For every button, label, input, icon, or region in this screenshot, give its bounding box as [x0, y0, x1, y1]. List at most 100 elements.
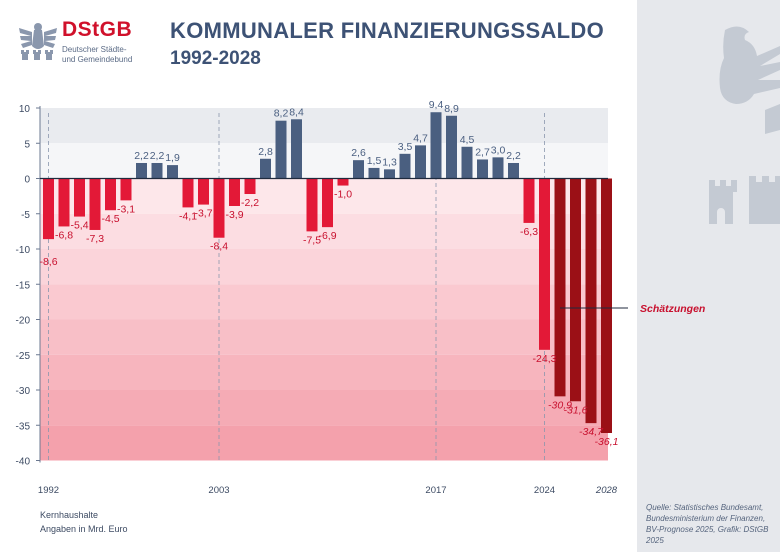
y-tick-label: -35: [16, 421, 31, 432]
value-label: -34,7: [579, 426, 604, 438]
value-label: -6,3: [520, 226, 538, 238]
bar: [461, 146, 473, 179]
value-label: -7,3: [86, 233, 104, 245]
x-tick-label: 2028: [595, 485, 618, 496]
band-negative: [40, 284, 608, 320]
bar: [89, 178, 101, 230]
y-tick-label: -20: [16, 316, 31, 327]
value-label: -4,1: [179, 210, 197, 222]
bar: [353, 160, 364, 179]
y-tick-label: -15: [16, 280, 31, 291]
value-label: -31,6: [564, 404, 588, 416]
value-label: -8,6: [39, 256, 57, 268]
value-label: 2,8: [258, 146, 273, 158]
value-label: -4,5: [101, 213, 119, 225]
source-line: Quelle: Statistisches Bundesamt,: [646, 503, 764, 512]
bar: [430, 112, 442, 179]
bar: [554, 178, 566, 397]
value-label: 1,3: [382, 156, 397, 168]
band-negative: [40, 249, 608, 285]
chart-subtitle: 1992-2028: [170, 48, 261, 69]
value-label: -3,1: [117, 203, 135, 215]
value-label: -6,8: [55, 229, 73, 241]
value-label: 3,5: [398, 141, 413, 153]
band-negative: [40, 390, 608, 426]
bar: [508, 162, 519, 179]
band-negative: [40, 425, 608, 461]
bar: [601, 178, 612, 434]
bar: [182, 178, 194, 208]
y-tick-label: 0: [24, 175, 30, 186]
y-tick-label: -5: [21, 210, 30, 221]
bar: [306, 178, 318, 232]
band-negative: [40, 354, 608, 390]
source-line: BV-Prognose 2025, Grafik: DStGB 2025: [646, 525, 769, 545]
bar: [136, 162, 147, 179]
bar: [213, 178, 225, 238]
y-tick-label: -30: [16, 386, 31, 397]
value-label: -36,1: [595, 436, 619, 448]
value-label: 1,9: [165, 152, 180, 164]
bar: [120, 178, 132, 201]
bar: [58, 178, 70, 227]
value-label: -30,9: [548, 399, 572, 411]
value-label: 2,2: [134, 150, 149, 162]
value-label: 2,7: [475, 146, 490, 158]
value-label: -6,9: [318, 230, 336, 242]
y-tick-label: -10: [16, 245, 31, 256]
bar: [539, 178, 550, 350]
value-label: 9,4: [429, 99, 444, 111]
x-tick-label: 1992: [38, 485, 59, 496]
value-label: -5,4: [70, 220, 88, 232]
bar: [399, 153, 411, 179]
bar: [105, 178, 116, 211]
bar: [275, 120, 287, 179]
value-label: 2,6: [351, 147, 366, 159]
band-positive-upper: [40, 108, 608, 143]
x-tick-label: 2003: [208, 485, 229, 496]
bar: [446, 115, 457, 179]
y-tick-label: 10: [19, 104, 31, 115]
bar: [260, 158, 271, 179]
x-tick-label: 2017: [425, 485, 446, 496]
logo-subline-2: und Gemeindebund: [62, 55, 133, 64]
value-label: -3,7: [194, 208, 212, 220]
bar: [167, 165, 178, 179]
value-label: 4,5: [460, 134, 475, 146]
value-label: -3,9: [225, 209, 243, 221]
bar: [384, 169, 395, 179]
band-negative: [40, 319, 608, 355]
bar: [368, 167, 380, 179]
bar: [291, 119, 302, 179]
logo-subline: Deutscher Städte- und Gemeindebund: [62, 45, 132, 65]
value-label: -7,5: [303, 234, 321, 246]
bar: [477, 159, 488, 179]
bar: [244, 178, 256, 195]
eagle-logo-icon: [19, 23, 57, 60]
bar: [585, 178, 597, 424]
eagle-watermark-icon: [709, 26, 780, 224]
bar: [523, 178, 535, 223]
value-label: 2,2: [506, 150, 521, 162]
x-tick-label: 2024: [534, 485, 555, 496]
note-line: Kernhaushalte: [40, 510, 99, 520]
y-tick-label: -25: [16, 351, 31, 362]
units-note: Kernhaushalte Angaben in Mrd. Euro: [40, 508, 128, 536]
value-label: -1,0: [334, 189, 352, 201]
bar: [74, 178, 85, 217]
value-label: 2,2: [150, 150, 165, 162]
note-line: Angaben in Mrd. Euro: [40, 524, 128, 534]
value-label: 8,4: [289, 106, 304, 118]
bar-chart: 1050-5-10-15-20-25-30-35-40-8,6-6,8-5,4-…: [16, 99, 626, 496]
bar: [415, 145, 426, 179]
bar: [198, 178, 209, 205]
y-tick-label: -40: [16, 457, 31, 468]
logo: DStGB Deutscher Städte- und Gemeindebund: [18, 18, 138, 68]
value-label: -2,2: [241, 197, 259, 209]
value-label: 3,0: [491, 144, 506, 156]
value-label: 8,9: [444, 103, 459, 115]
bar: [229, 178, 240, 206]
value-label: 8,2: [274, 108, 289, 120]
source-note: Quelle: Statistisches Bundesamt, Bundesm…: [646, 502, 780, 546]
band-positive-lower: [40, 143, 608, 179]
